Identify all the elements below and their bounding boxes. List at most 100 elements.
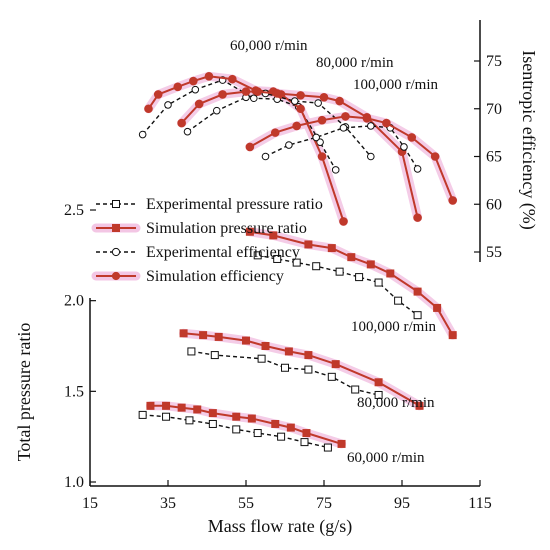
simulation-efficiency-100-highlight [245, 111, 458, 205]
experimental-pressure-ratio-80-point [281, 363, 289, 372]
simulation-efficiency-80-point [241, 87, 251, 96]
y-right-tick-label: 75 [486, 53, 502, 70]
simulation-efficiency-100-point [407, 133, 417, 142]
simulation-pressure-ratio-100-point [386, 269, 395, 278]
experimental-efficiency-80-point [183, 127, 192, 136]
experimental-efficiency-100-line [265, 125, 419, 170]
y-left-tick-label: 1.5 [64, 383, 84, 400]
simulation-efficiency-80-point [319, 92, 329, 102]
efficiency-curve-label-100000: 100,000 r/min [353, 77, 438, 93]
labels-layer: 60,000 r/min 80,000 r/min 100,000 r/min 60,… [91, 38, 438, 466]
simulation-efficiency-60-point [296, 104, 305, 114]
experimental-efficiency-100-point [261, 152, 270, 161]
experimental-pressure-ratio-100-point [374, 278, 383, 287]
simulation-pressure-ratio-80-point [415, 401, 424, 410]
experimental-pressure-ratio-100-point [355, 273, 364, 282]
efficiency-curve-label-80000: 80,000 r/min [316, 55, 394, 71]
simulation-pressure-ratio-100-point [413, 287, 422, 296]
experimental-pressure-ratio-100-point [253, 251, 262, 260]
experimental-pressure-ratio-100-point [413, 311, 422, 320]
simulation-pressure-ratio-100-point [366, 260, 375, 269]
x-tick-label: 95 [394, 495, 410, 512]
simulation-pressure-ratio-100-point [327, 244, 336, 253]
simulation-pressure-ratio-60-point [302, 429, 311, 438]
simulation-pressure-ratio-100-point [347, 253, 356, 262]
experimental-efficiency-80-point [290, 97, 299, 105]
simulation-pressure-ratio-60-point [286, 423, 295, 432]
x-tick-label: 35 [160, 495, 176, 512]
y-right-tick-label: 55 [486, 244, 502, 261]
y-left-axis-title: Total pressure ratio [14, 323, 34, 462]
legend-simulation-efficiency: Simulation efficiency [91, 268, 284, 285]
simulation-pressure-ratio-80-point [374, 378, 383, 387]
experimental-efficiency-100-point [285, 141, 293, 149]
simulation-efficiency-100-point [382, 118, 391, 128]
axes: 15 35 55 75 95 115 1.0 1.5 2.0 2.5 55 60 65 70 75 [64, 20, 502, 512]
experimental-pressure-ratio-60-point [232, 425, 241, 434]
series-layer [138, 71, 458, 452]
experimental-pressure-ratio-60-point [253, 429, 262, 438]
simulation-efficiency-100-point [362, 114, 372, 123]
simulation-efficiency-80-point [194, 99, 204, 109]
experimental-efficiency-80-point [212, 106, 221, 115]
x-axis-title: Mass flow rate (g/s) [208, 516, 352, 537]
pressure-curve-label-80000: 80,000 r/min [357, 395, 435, 411]
simulation-efficiency-80-point [218, 90, 227, 99]
efficiency-curve-label-60000: 60,000 r/min [230, 38, 308, 54]
legend-simulation-efficiency-marker [111, 271, 121, 281]
simulation-pressure-ratio-60-point [162, 401, 171, 410]
y-left-tick-label: 2.0 [64, 293, 84, 310]
simulation-pressure-ratio-80-point [179, 329, 188, 338]
legend-experimental-efficiency-label: Experimental efficiency [146, 244, 300, 261]
simulation-pressure-ratio-60-point [146, 401, 155, 410]
simulation-efficiency-100-point [430, 152, 440, 161]
experimental-efficiency-80-point [367, 152, 375, 161]
y-left-tick-label: 1.0 [64, 474, 84, 491]
experimental-pressure-ratio-80-line [191, 350, 379, 396]
experimental-pressure-ratio-60-point [300, 438, 309, 447]
experimental-efficiency-100-point [413, 165, 422, 173]
experimental-pressure-ratio-60-point [138, 410, 147, 419]
pressure-curve-label-60000: 60,000 r/min [347, 450, 425, 466]
legend-experimental-efficiency-marker [111, 247, 121, 257]
legend-experimental-pressure-ratio: Experimental pressure ratio [96, 196, 323, 213]
experimental-pressure-ratio-80-point [304, 365, 313, 374]
experimental-pressure-ratio-60-point [208, 419, 217, 428]
legend-experimental-pressure-ratio-marker [112, 200, 120, 208]
legend-simulation-pressure-ratio: Simulation pressure ratio [91, 220, 307, 237]
simulation-efficiency-60-point [153, 90, 163, 99]
simulation-efficiency-60-point [189, 76, 198, 86]
simulation-pressure-ratio-100-point [245, 227, 254, 236]
x-tick-label: 75 [316, 495, 332, 512]
simulation-efficiency-80-point [335, 96, 344, 106]
experimental-pressure-ratio-80-point [351, 385, 360, 394]
experimental-pressure-ratio-60-point [277, 432, 286, 441]
simulation-efficiency-80-point [413, 213, 422, 222]
experimental-pressure-ratio-80-point [374, 390, 383, 399]
simulation-pressure-ratio-80-point [284, 347, 293, 356]
legend-simulation-pressure-ratio-marker [112, 224, 120, 232]
simulation-pressure-ratio-60-point [337, 439, 346, 448]
y-left-tick-label: 2.5 [64, 202, 84, 219]
simulation-pressure-ratio-100-point [304, 240, 313, 249]
simulation-pressure-ratio-100-point [448, 331, 457, 340]
simulation-pressure-ratio-60-point [208, 409, 217, 418]
simulation-efficiency-60-point [173, 82, 183, 92]
pressure-curve-label-100000: 100,000 r/min [351, 319, 436, 335]
experimental-pressure-ratio-100-point [292, 258, 301, 267]
experimental-pressure-ratio-80-point [327, 372, 336, 381]
simulation-efficiency-100-point [270, 128, 280, 137]
simulation-efficiency-60-point [204, 71, 214, 81]
simulation-pressure-ratio-60-point [247, 414, 256, 423]
legend-experimental-efficiency: Experimental efficiency [96, 244, 300, 261]
simulation-efficiency-80-point [253, 87, 263, 96]
experimental-efficiency-60-point [316, 138, 324, 146]
simulation-efficiency-60-point [144, 104, 153, 114]
simulation-efficiency-100-point [341, 112, 350, 121]
legend-simulation-pressure-ratio-label: Simulation pressure ratio [146, 220, 307, 237]
simulation-efficiency-80-point [177, 118, 186, 128]
experimental-pressure-ratio-100-point [394, 296, 403, 305]
simulation-efficiency-60-point [228, 74, 237, 84]
experimental-efficiency-80-line [187, 92, 372, 157]
